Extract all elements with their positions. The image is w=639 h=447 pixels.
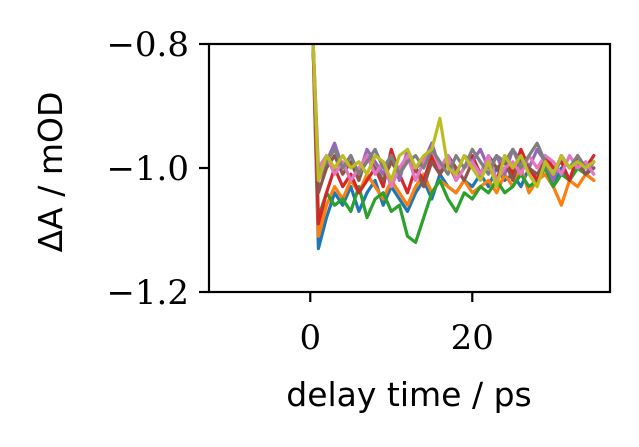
- x-tick-label: 0: [299, 318, 321, 358]
- series-layer: [311, 44, 596, 251]
- x-tick-label: 20: [451, 318, 494, 358]
- series-line-8: [311, 44, 596, 176]
- y-tick-label: −1.2: [106, 273, 189, 313]
- series-line-1: [311, 44, 596, 251]
- x-axis-label: delay time / ps: [286, 375, 531, 414]
- y-tick-label: −0.8: [106, 25, 189, 65]
- series-line-9: [311, 44, 596, 189]
- y-axis-label: ΔA / mOD: [31, 92, 70, 253]
- series-line-5: [311, 44, 596, 182]
- y-axis-ticks: −1.2 −1.0 −0.8: [106, 25, 209, 313]
- y-tick-label: −1.0: [106, 149, 189, 189]
- series-line-3: [311, 44, 596, 244]
- x-axis-ticks: 0 20: [299, 292, 494, 358]
